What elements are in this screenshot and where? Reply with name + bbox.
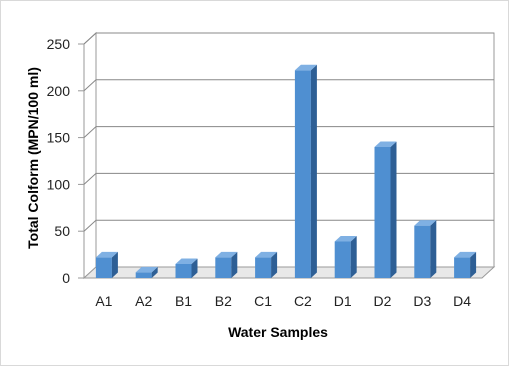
bar-side	[310, 64, 317, 278]
bar	[414, 220, 437, 278]
x-tick-label: C1	[254, 293, 272, 309]
bar-top	[294, 64, 317, 71]
y-tick-label: 0	[62, 270, 70, 286]
bar-top	[414, 220, 437, 226]
bar-front	[135, 272, 152, 278]
bar-front	[255, 257, 272, 278]
bar	[95, 251, 118, 278]
bars	[95, 64, 477, 278]
bar-front	[334, 241, 351, 278]
bar-front	[294, 70, 311, 278]
y-tick-label: 200	[47, 83, 71, 99]
gridlines	[78, 32, 494, 279]
bar-side	[191, 258, 198, 278]
bar	[334, 235, 357, 278]
x-tick-label: A2	[135, 293, 152, 309]
bar-side	[390, 141, 397, 278]
bar-top	[255, 251, 278, 258]
bar-top	[215, 251, 238, 258]
gridline	[83, 126, 494, 138]
bar-side	[151, 266, 158, 278]
y-tick-label: 100	[47, 176, 71, 192]
y-tick-label: 250	[47, 36, 71, 52]
gridline	[83, 219, 494, 232]
gridline	[83, 172, 494, 185]
bar	[255, 251, 278, 278]
bar-top	[454, 251, 477, 258]
bar	[294, 64, 317, 278]
bar-side	[430, 220, 437, 278]
x-tick-label: B2	[215, 293, 232, 309]
x-tick-label: D1	[334, 293, 352, 309]
y-axis-title: Total Colform (MPN/100 ml)	[25, 67, 41, 249]
x-tick-label: D4	[453, 293, 471, 309]
bar-front	[215, 257, 232, 278]
bar	[374, 141, 397, 278]
side-wall	[83, 31, 97, 280]
bar-front	[414, 225, 431, 278]
x-tick-labels: A1 A2 B1 B2 C1 C2 D1 D2 D3 D4	[95, 293, 471, 309]
bar-front	[374, 146, 391, 278]
bar-top	[334, 235, 357, 242]
x-tick-label: D3	[413, 293, 431, 309]
bar-top	[175, 258, 198, 264]
x-tick-label: A1	[95, 293, 112, 309]
bar-front	[95, 257, 112, 278]
y-tick-label: 150	[47, 130, 71, 146]
bar-side	[470, 251, 477, 278]
bar-top	[374, 141, 397, 147]
bar-front	[175, 263, 192, 278]
bar	[135, 266, 158, 278]
gridline	[83, 32, 494, 45]
bar-front	[454, 257, 471, 278]
gridline	[83, 79, 494, 92]
x-tick-label: D2	[374, 293, 392, 309]
x-tick-label: C2	[294, 293, 312, 309]
x-axis-title: Water Samples	[228, 324, 328, 340]
bar-side	[231, 251, 238, 278]
bar	[215, 251, 238, 278]
y-tick-labels: 0 50 100 150 200 250	[47, 36, 71, 286]
bar-top	[95, 251, 118, 258]
bar	[175, 258, 198, 278]
bar-top	[135, 266, 158, 273]
bar	[454, 251, 477, 278]
x-tick-label: B1	[175, 293, 192, 309]
bar-side	[350, 235, 357, 278]
y-tick-label: 50	[54, 223, 70, 239]
bar-side	[271, 251, 278, 278]
bar-side	[111, 251, 118, 278]
